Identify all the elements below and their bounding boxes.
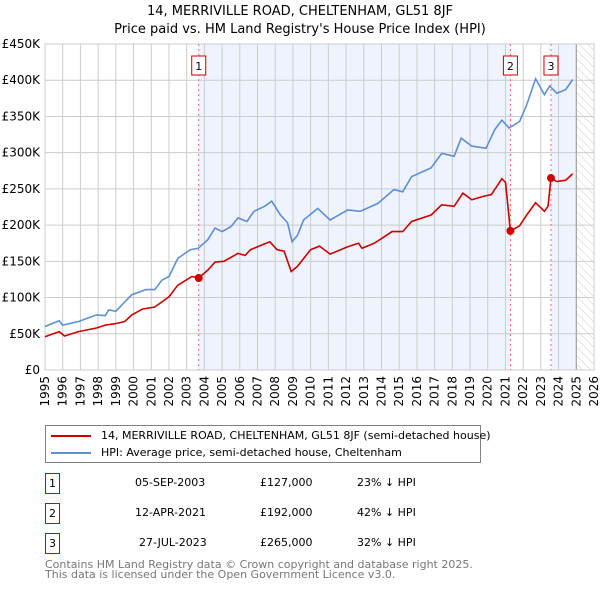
- transaction-date: 05-SEP-2003: [135, 476, 206, 489]
- y-tick-label: £0: [25, 363, 40, 377]
- transaction-number: 3: [45, 533, 60, 554]
- title-line-2: Price paid vs. HM Land Registry's House …: [114, 22, 486, 37]
- ownership-band: [550, 44, 577, 370]
- plot-frame: [44, 43, 595, 371]
- transaction-price: £265,000: [260, 536, 313, 549]
- legend-label-hpi: HPI: Average price, semi-detached house,…: [101, 446, 402, 459]
- x-tick-label: 2005: [215, 376, 229, 407]
- x-tick-label: 2013: [357, 376, 371, 407]
- transaction-row: 1 05-SEP-2003 £127,000 23% ↓ HPI: [45, 473, 545, 494]
- transaction-date: 27-JUL-2023: [139, 536, 207, 549]
- footer-line-2: This data is licensed under the Open Gov…: [45, 568, 396, 581]
- x-tick-label: 2022: [516, 376, 530, 407]
- chart-title: 14, MERRIVILLE ROAD, CHELTENHAM, GL51 8J…: [0, 3, 600, 39]
- y-tick-label: £200K: [2, 218, 42, 232]
- sale-point: [506, 226, 515, 235]
- x-tick-label: 2018: [445, 376, 459, 407]
- sale-point: [194, 273, 203, 282]
- x-tick-label: 2008: [268, 376, 282, 407]
- hpi-line: [44, 76, 574, 328]
- future-hatch: [576, 44, 594, 370]
- x-tick-label: 2001: [144, 376, 158, 407]
- x-tick-label: 1999: [109, 376, 123, 407]
- legend-item-hpi: HPI: Average price, semi-detached house,…: [51, 445, 402, 461]
- transaction-price: £127,000: [260, 476, 313, 489]
- ownership-band: [198, 44, 511, 370]
- x-tick-label: 1996: [56, 376, 70, 407]
- sale-label-box: [502, 55, 518, 76]
- title-line-1: 14, MERRIVILLE ROAD, CHELTENHAM, GL51 8J…: [146, 4, 454, 19]
- transaction-row: 2 12-APR-2021 £192,000 42% ↓ HPI: [45, 503, 545, 524]
- y-tick-label: £100K: [2, 291, 42, 305]
- sale-label-box: [543, 55, 559, 76]
- sale-point: [546, 174, 555, 183]
- transaction-price: £192,000: [260, 506, 313, 519]
- x-tick-label: 2026: [587, 376, 600, 407]
- price-chart: 1995 1996 1997 1998 1999 2000 2001 2002 2003 2004…: [2, 37, 600, 407]
- footer-line-1: Contains HM Land Registry data © Crown c…: [45, 558, 473, 571]
- x-tick-label: 2007: [251, 376, 265, 407]
- y-tick-label: £250K: [2, 182, 42, 196]
- x-tick-label: 2002: [162, 376, 176, 407]
- transaction-hpi-diff: 32% ↓ HPI: [357, 536, 416, 549]
- x-tick-label: 2011: [321, 376, 335, 407]
- legend-item-property: 14, MERRIVILLE ROAD, CHELTENHAM, GL51 8J…: [51, 428, 491, 444]
- y-tick-label: £50K: [9, 327, 41, 341]
- x-tick-label: 1998: [91, 376, 105, 407]
- x-tick-label: 2021: [498, 376, 512, 407]
- sale-label: 1: [195, 60, 202, 73]
- sale-label: 2: [507, 60, 514, 73]
- x-tick-label: 1997: [73, 376, 87, 407]
- y-tick-label: £300K: [2, 146, 42, 160]
- y-tick-label: £400K: [2, 73, 42, 87]
- x-tick-label: 2010: [304, 376, 318, 407]
- x-tick-label: 2006: [233, 376, 247, 407]
- legend-label-property: 14, MERRIVILLE ROAD, CHELTENHAM, GL51 8J…: [101, 429, 491, 442]
- x-tick-label: 2004: [197, 376, 211, 407]
- property-price-line: [44, 173, 574, 338]
- y-tick-label: £450K: [2, 37, 42, 51]
- transaction-row: 3 27-JUL-2023 £265,000 32% ↓ HPI: [45, 533, 545, 554]
- sale-label: 3: [547, 60, 554, 73]
- footer: Contains HM Land Registry data © Crown c…: [45, 558, 473, 581]
- transaction-hpi-diff: 42% ↓ HPI: [357, 506, 416, 519]
- x-tick-label: 2015: [392, 376, 406, 407]
- x-tick-label: 2000: [127, 376, 141, 407]
- x-tick-label: 2024: [552, 376, 566, 407]
- legend-swatch-red: [51, 435, 91, 437]
- transaction-number: 2: [45, 503, 60, 524]
- x-tick-label: 2014: [374, 376, 388, 407]
- y-tick-label: £350K: [2, 109, 42, 123]
- x-tick-label: 1995: [38, 376, 52, 407]
- x-tick-label: 2019: [463, 376, 477, 407]
- legend-swatch-blue: [51, 452, 91, 454]
- y-tick-label: £150K: [2, 254, 42, 268]
- x-tick-label: 2012: [339, 376, 353, 407]
- x-tick-label: 2020: [481, 376, 495, 407]
- transaction-date: 12-APR-2021: [135, 506, 207, 519]
- transaction-number: 1: [45, 473, 60, 494]
- transaction-hpi-diff: 23% ↓ HPI: [357, 476, 416, 489]
- x-tick-label: 2017: [428, 376, 442, 407]
- x-tick-label: 2003: [180, 376, 194, 407]
- x-tick-label: 2023: [534, 376, 548, 407]
- x-tick-label: 2016: [410, 376, 424, 407]
- sale-label-box: [191, 55, 207, 76]
- x-tick-label: 2009: [286, 376, 300, 407]
- legend: 14, MERRIVILLE ROAD, CHELTENHAM, GL51 8J…: [45, 425, 491, 463]
- x-tick-label: 2025: [569, 376, 583, 407]
